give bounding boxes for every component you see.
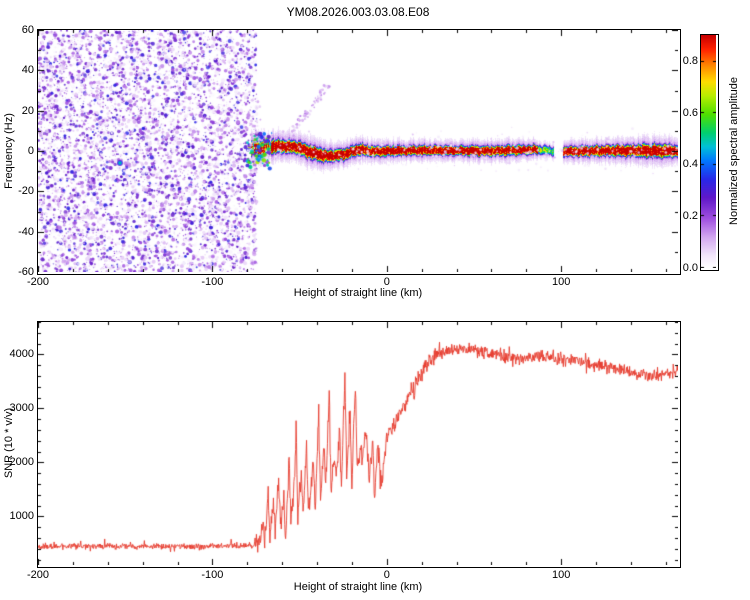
tick-label: 0.0 (682, 262, 698, 274)
tick-label: 3000 (9, 402, 34, 415)
tick-label: 40 (21, 64, 34, 77)
tick-label: -100 (201, 276, 224, 288)
spectrogram-x-axis-label: Height of straight line (km) (293, 287, 423, 299)
snr-plot-frame (37, 321, 681, 568)
tick-label: 0 (383, 569, 390, 581)
tick-label: -40 (18, 225, 34, 238)
tick-label: 0.8 (682, 54, 698, 67)
colorbar-frame (700, 34, 719, 271)
tick-label: 0.6 (682, 106, 698, 119)
snr-line-canvas (38, 322, 678, 565)
tick-label: 0 (27, 145, 34, 157)
tick-label: 0 (383, 276, 390, 288)
tick-label: 60 (21, 24, 34, 36)
tick-label: 100 (551, 569, 571, 581)
colorbar-canvas (701, 35, 716, 268)
tick-label: -60 (18, 266, 34, 278)
tick-label: 100 (551, 276, 571, 288)
tick-label: 0.2 (682, 210, 698, 223)
tick-label: 20 (21, 104, 34, 117)
snr-x-axis-label: Height of straight line (km) (293, 581, 423, 593)
spectrogram-plot-frame (37, 29, 681, 275)
tick-label: -20 (18, 185, 34, 198)
tick-label: 0.4 (682, 158, 698, 171)
tick-label: -200 (26, 569, 50, 581)
figure-title: YM08.2026.003.03.08.E08 (286, 5, 430, 19)
tick-label: 2000 (9, 456, 34, 469)
spectrogram-canvas (38, 30, 678, 272)
colorbar-label: Normalized spectral amplitude (728, 77, 740, 225)
tick-label: -200 (26, 276, 50, 288)
tick-label: 4000 (9, 348, 34, 361)
tick-label: -100 (201, 569, 224, 581)
tick-label: 1000 (9, 510, 34, 523)
